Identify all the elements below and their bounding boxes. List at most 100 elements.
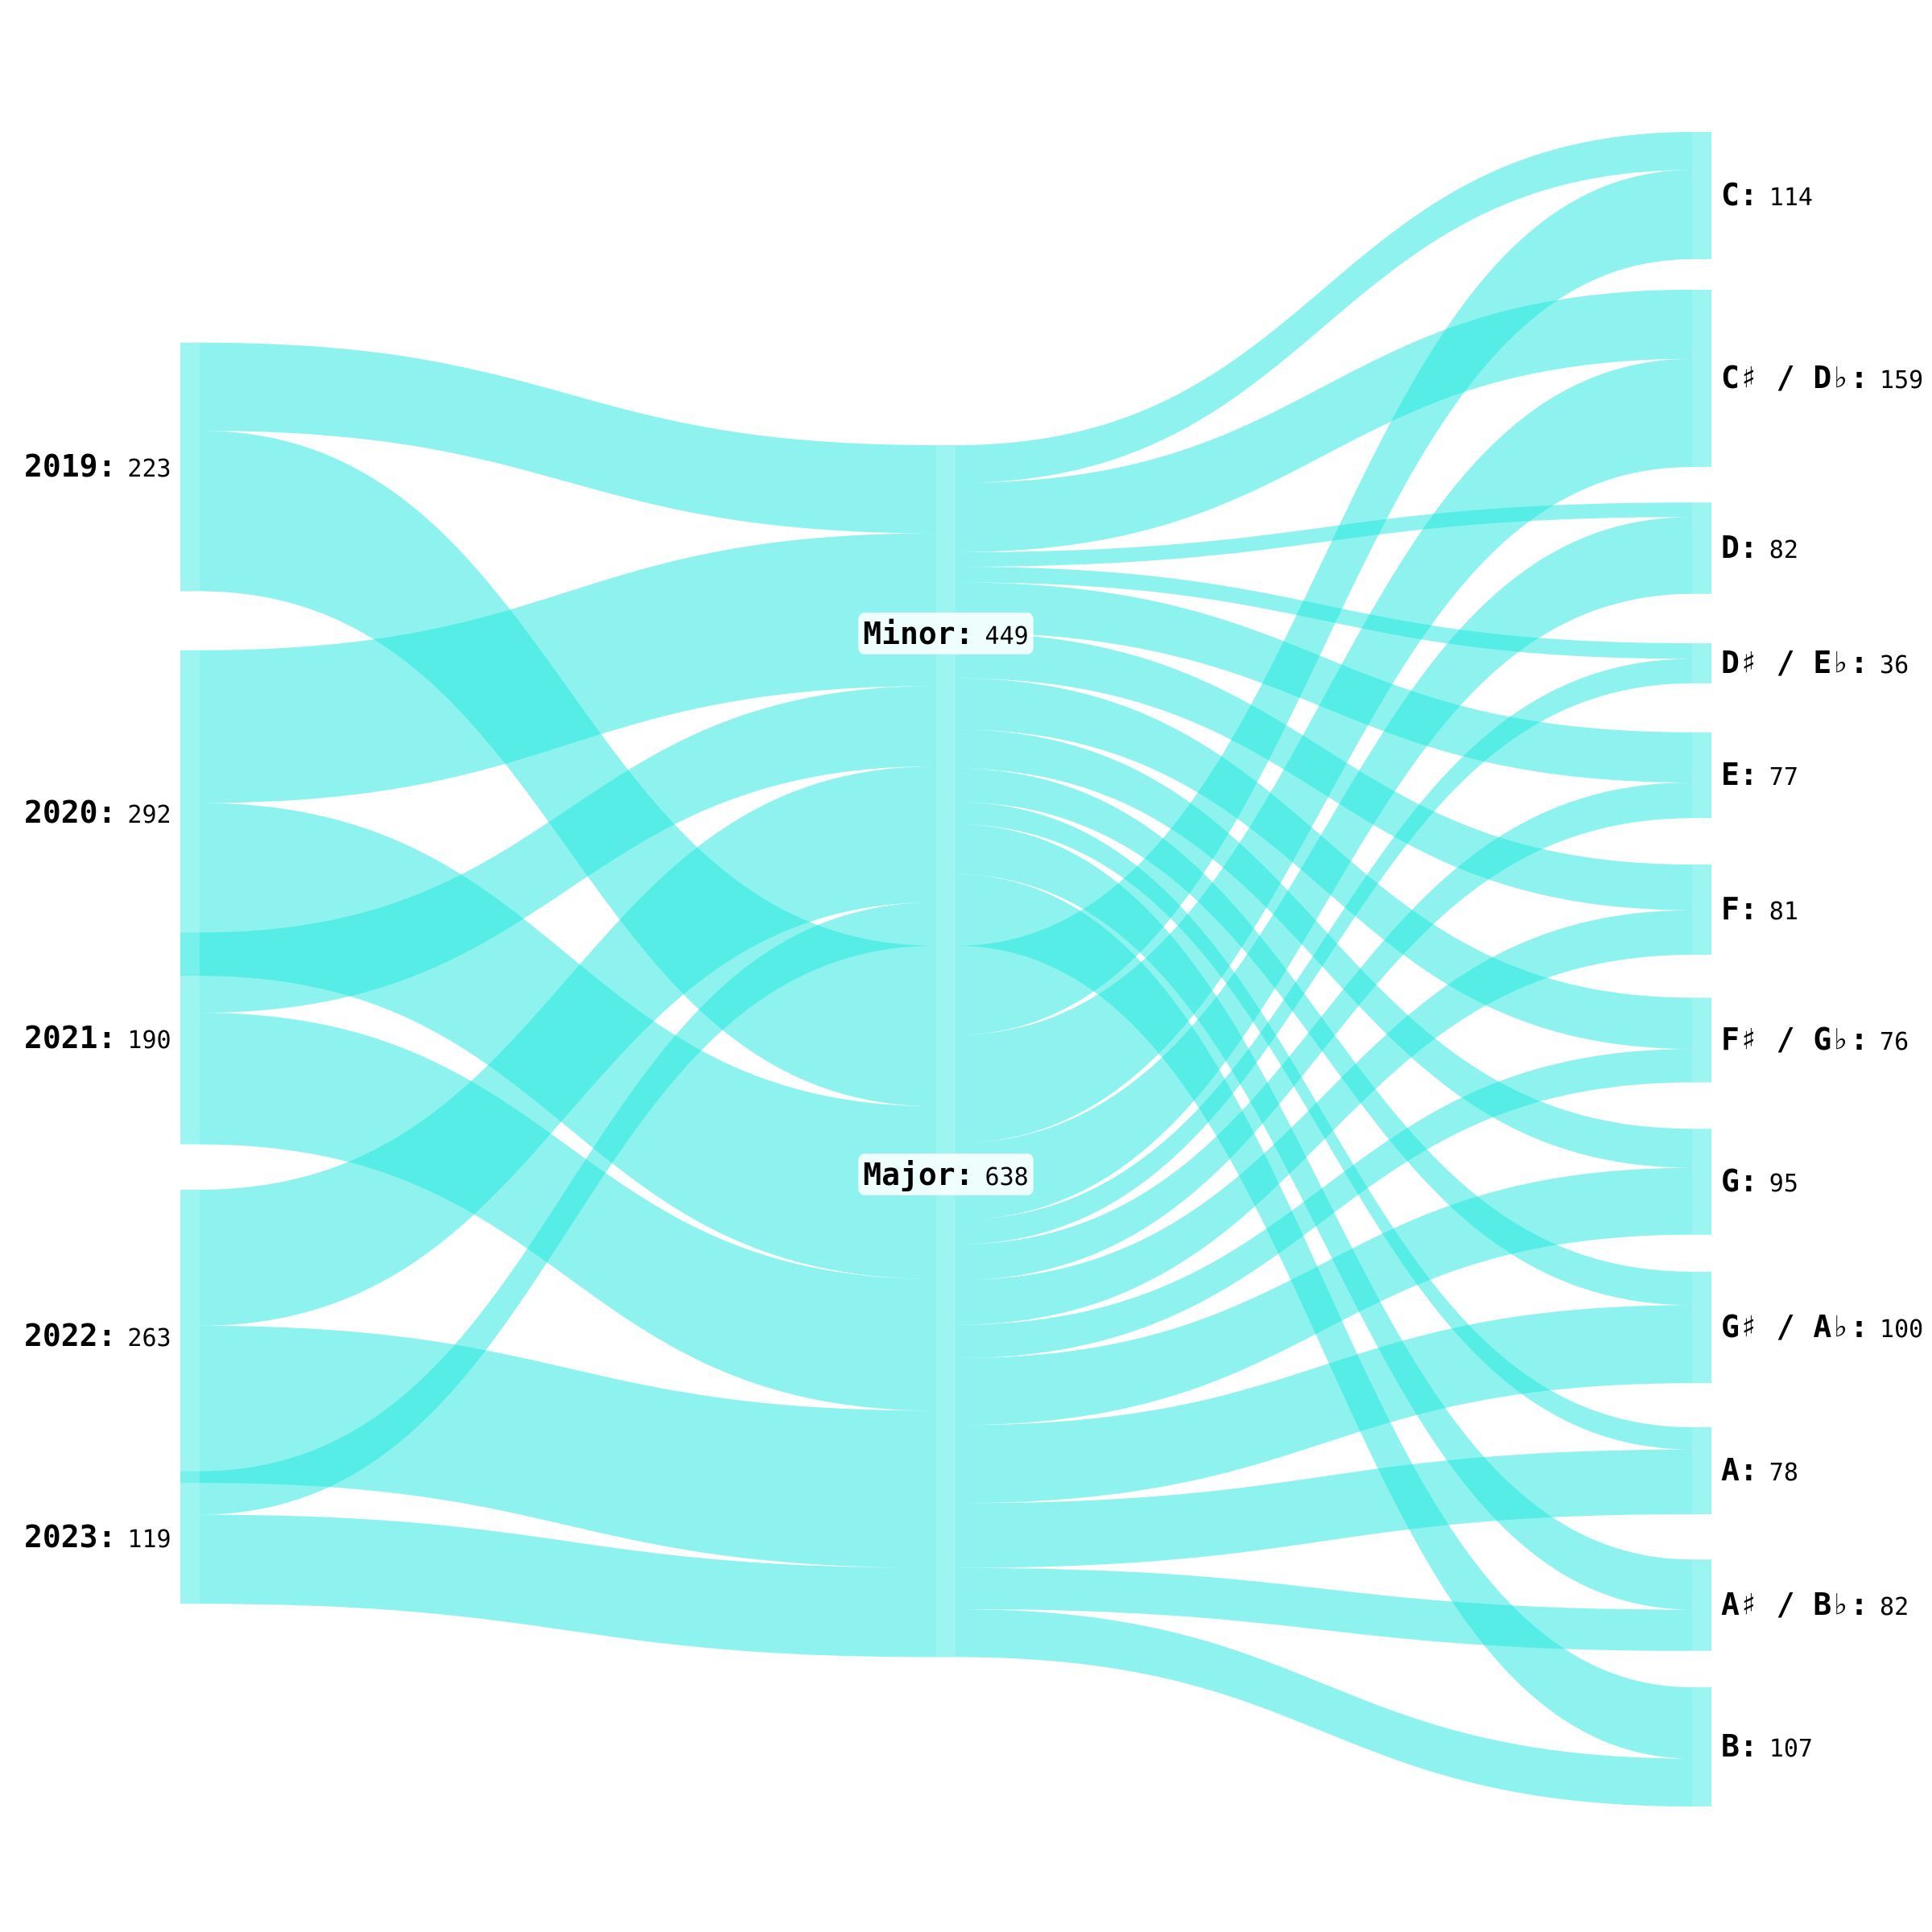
- node-2022: [180, 1189, 200, 1484]
- svg-text:B:107: B: 107: [1721, 1728, 1813, 1764]
- svg-text:2023:119: 2023: 119: [24, 1519, 171, 1554]
- node-e: [1692, 732, 1711, 819]
- node-label-f: F: 81: [1721, 891, 1798, 927]
- node-major: [936, 945, 956, 1657]
- node-name: F♯ / G♭:: [1721, 1022, 1868, 1057]
- svg-text:A♯ / B♭:82: A♯ / B♭: 82: [1721, 1587, 1909, 1622]
- node-label-g-a-: G♯ / A♭: 100: [1721, 1309, 1923, 1344]
- mode-key-link-16: [956, 782, 1692, 1281]
- mode-key-link-21: [956, 1449, 1692, 1568]
- node-label-2021: 2021: 190: [24, 1020, 171, 1055]
- node-f: [1692, 864, 1711, 956]
- node-g: [1692, 1129, 1711, 1235]
- node-value: 263: [127, 1324, 171, 1352]
- node-value: 95: [1769, 1170, 1798, 1198]
- node-value: 190: [127, 1026, 171, 1055]
- node-name: Minor:: [863, 616, 973, 651]
- node-label-2020: 2020: 292: [24, 795, 171, 830]
- svg-text:2019:223: 2019: 223: [24, 448, 171, 484]
- node-label-c: C: 114: [1721, 177, 1813, 213]
- svg-text:2021:190: 2021: 190: [24, 1020, 171, 1055]
- year-mode-link-9: [200, 1514, 936, 1657]
- node-label-2022: 2022: 263: [24, 1318, 171, 1353]
- node-value: 159: [1880, 366, 1923, 394]
- node-name: C:: [1721, 177, 1758, 213]
- node-name: 2019:: [24, 448, 116, 484]
- mode-key-link-0: [956, 132, 1692, 484]
- svg-text:C♯ / D♭:159: C♯ / D♭: 159: [1721, 360, 1923, 395]
- node-name: 2022:: [24, 1318, 116, 1353]
- node-value: 82: [1880, 1593, 1909, 1621]
- node-label-a: A: 78: [1721, 1452, 1798, 1488]
- node-c-d-: [1692, 289, 1711, 468]
- sankey-labels: 2019: 223 2020: 292 2021: 190 2022: 263 2023: 119…: [24, 177, 1923, 1764]
- node-name: D:: [1721, 530, 1758, 565]
- node-value: 81: [1769, 898, 1798, 926]
- year-mode-link-8: [200, 902, 936, 1515]
- svg-text:Minor:449: Minor: 449: [863, 616, 1028, 651]
- node-label-2019: 2019: 223: [24, 448, 171, 484]
- node-d-e-: [1692, 643, 1711, 683]
- mode-key-link-19: [956, 1167, 1692, 1426]
- node-label-e: E: 77: [1721, 757, 1798, 792]
- node-2023: [180, 1471, 200, 1604]
- mode-key-link-20: [956, 1305, 1692, 1504]
- mode-key-link-12: [956, 170, 1692, 1035]
- node-label-d: D: 82: [1721, 530, 1798, 565]
- node-value: 449: [985, 622, 1029, 650]
- svg-text:F:81: F: 81: [1721, 891, 1798, 927]
- node-label-minor: Minor: 449: [858, 613, 1034, 654]
- node-2021: [180, 932, 200, 1145]
- node-value: 223: [127, 455, 171, 483]
- node-value: 78: [1769, 1459, 1798, 1487]
- mode-key-link-13: [956, 358, 1692, 1144]
- mode-key-link-15: [956, 658, 1692, 1245]
- mode-key-link-14: [956, 517, 1692, 1220]
- year-mode-link-0: [200, 342, 936, 534]
- node-name: A:: [1721, 1452, 1758, 1488]
- node-label-background: [858, 1154, 1034, 1195]
- node-name: A♯ / B♭:: [1721, 1587, 1868, 1622]
- node-name: 2020:: [24, 795, 116, 830]
- node-name: E:: [1721, 757, 1758, 792]
- mode-key-link-23: [956, 1608, 1692, 1807]
- node-label-2023: 2023: 119: [24, 1519, 171, 1554]
- node-value: 100: [1880, 1315, 1923, 1344]
- node-value: 76: [1880, 1028, 1909, 1056]
- node-name: 2021:: [24, 1020, 116, 1055]
- node-value: 82: [1769, 536, 1798, 564]
- node-value: 107: [1769, 1735, 1813, 1763]
- svg-text:F♯ / G♭:76: F♯ / G♭: 76: [1721, 1022, 1909, 1057]
- node-a-b-: [1692, 1559, 1711, 1651]
- svg-text:2022:263: 2022: 263: [24, 1318, 171, 1353]
- node-value: 36: [1880, 651, 1909, 679]
- node-f-g-: [1692, 997, 1711, 1083]
- node-2020: [180, 650, 200, 976]
- svg-text:D♯ / E♭:36: D♯ / E♭: 36: [1721, 645, 1909, 680]
- node-b: [1692, 1686, 1711, 1807]
- mode-key-link-17: [956, 910, 1692, 1325]
- svg-text:E:77: E: 77: [1721, 757, 1798, 792]
- svg-text:2020:292: 2020: 292: [24, 795, 171, 830]
- node-label-background: [858, 613, 1034, 654]
- svg-text:Major:638: Major: 638: [863, 1157, 1028, 1192]
- node-label-g: G: 95: [1721, 1163, 1798, 1199]
- node-value: 292: [127, 801, 171, 829]
- node-value: 77: [1769, 763, 1798, 791]
- year-mode-link-4: [200, 686, 936, 1013]
- mode-key-link-1: [956, 289, 1692, 552]
- node-label-f-g-: F♯ / G♭: 76: [1721, 1022, 1909, 1057]
- node-value: 114: [1769, 184, 1813, 212]
- node-name: F:: [1721, 891, 1758, 927]
- node-name: B:: [1721, 1728, 1758, 1764]
- node-label-b: B: 107: [1721, 1728, 1813, 1764]
- node-label-d-e-: D♯ / E♭: 36: [1721, 645, 1909, 680]
- node-minor: [936, 445, 956, 946]
- node-name: D♯ / E♭:: [1721, 645, 1868, 680]
- node-label-a-b-: A♯ / B♭: 82: [1721, 1587, 1909, 1622]
- mode-key-link-22: [956, 1567, 1692, 1651]
- svg-text:G♯ / A♭:100: G♯ / A♭: 100: [1721, 1309, 1923, 1344]
- node-value: 119: [127, 1525, 171, 1554]
- sankey-nodes: [180, 132, 1711, 1807]
